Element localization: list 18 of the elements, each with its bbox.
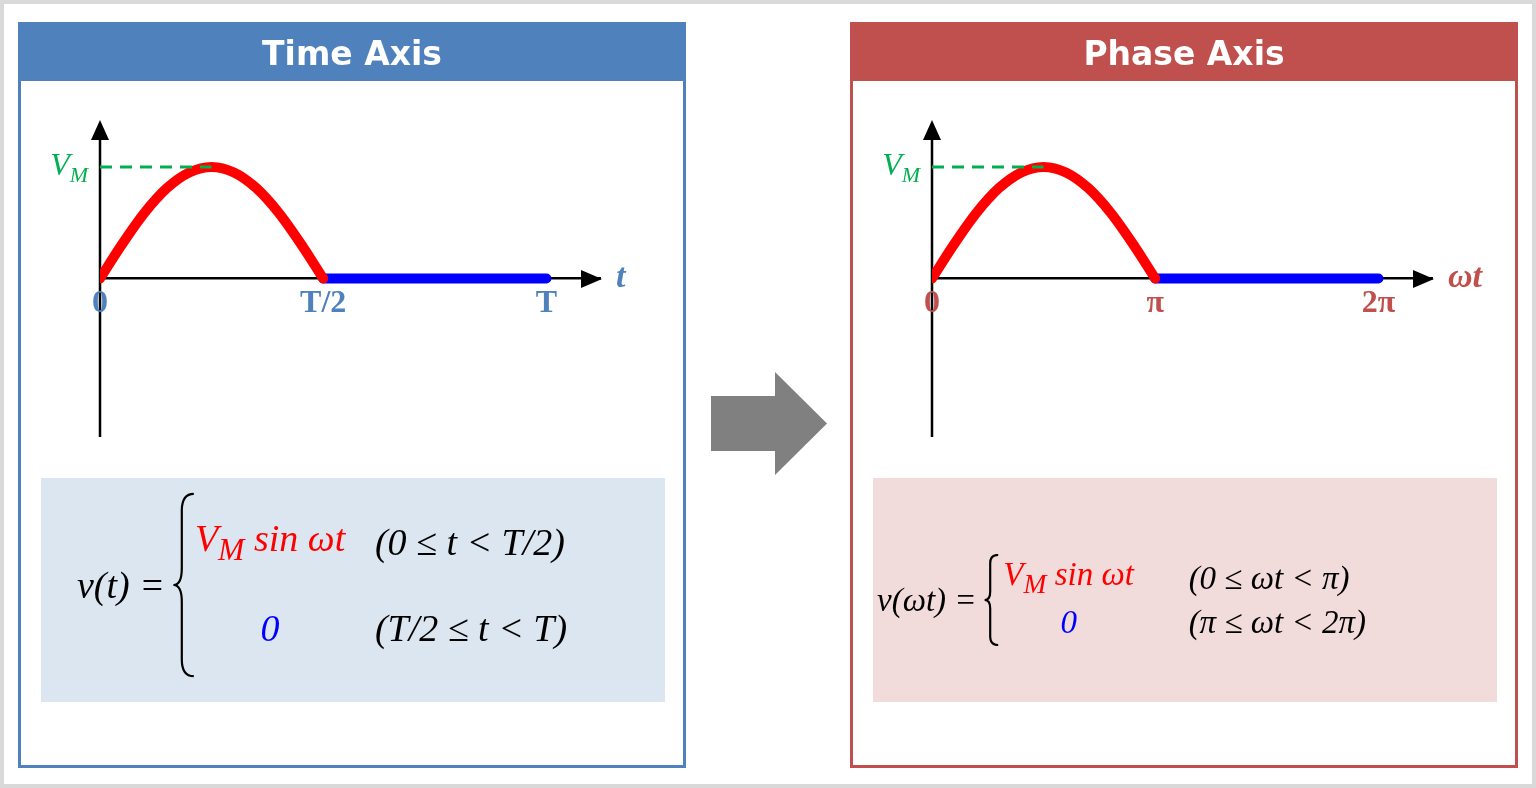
x-tick-label: π — [1146, 282, 1165, 319]
text: (0 ≤ t < T/2) — [374, 520, 566, 564]
x-tick-label: T/2 — [300, 282, 347, 319]
text: 0 — [259, 606, 281, 650]
text: v(ωt) = — [877, 581, 977, 619]
text: 0 — [1059, 603, 1078, 641]
chart-title: Time Axis — [21, 25, 683, 81]
text: V$_{M}$ sin ωt — [194, 516, 346, 568]
text: V$_{M}$ sin ωt — [1002, 556, 1136, 600]
x-axis-title: t — [616, 257, 627, 295]
text: (T/2 ≤ t < T) — [374, 606, 568, 650]
x-tick-label: T — [535, 282, 558, 319]
text: v(t) = — [77, 563, 165, 607]
text: (π ≤ ωt < 2π) — [1188, 603, 1367, 641]
x-axis-title: ωt — [1448, 257, 1484, 295]
chart-title: Phase Axis — [853, 25, 1515, 81]
text: (0 ≤ ωt < π) — [1188, 559, 1351, 597]
x-tick-label: 2π — [1361, 282, 1396, 319]
